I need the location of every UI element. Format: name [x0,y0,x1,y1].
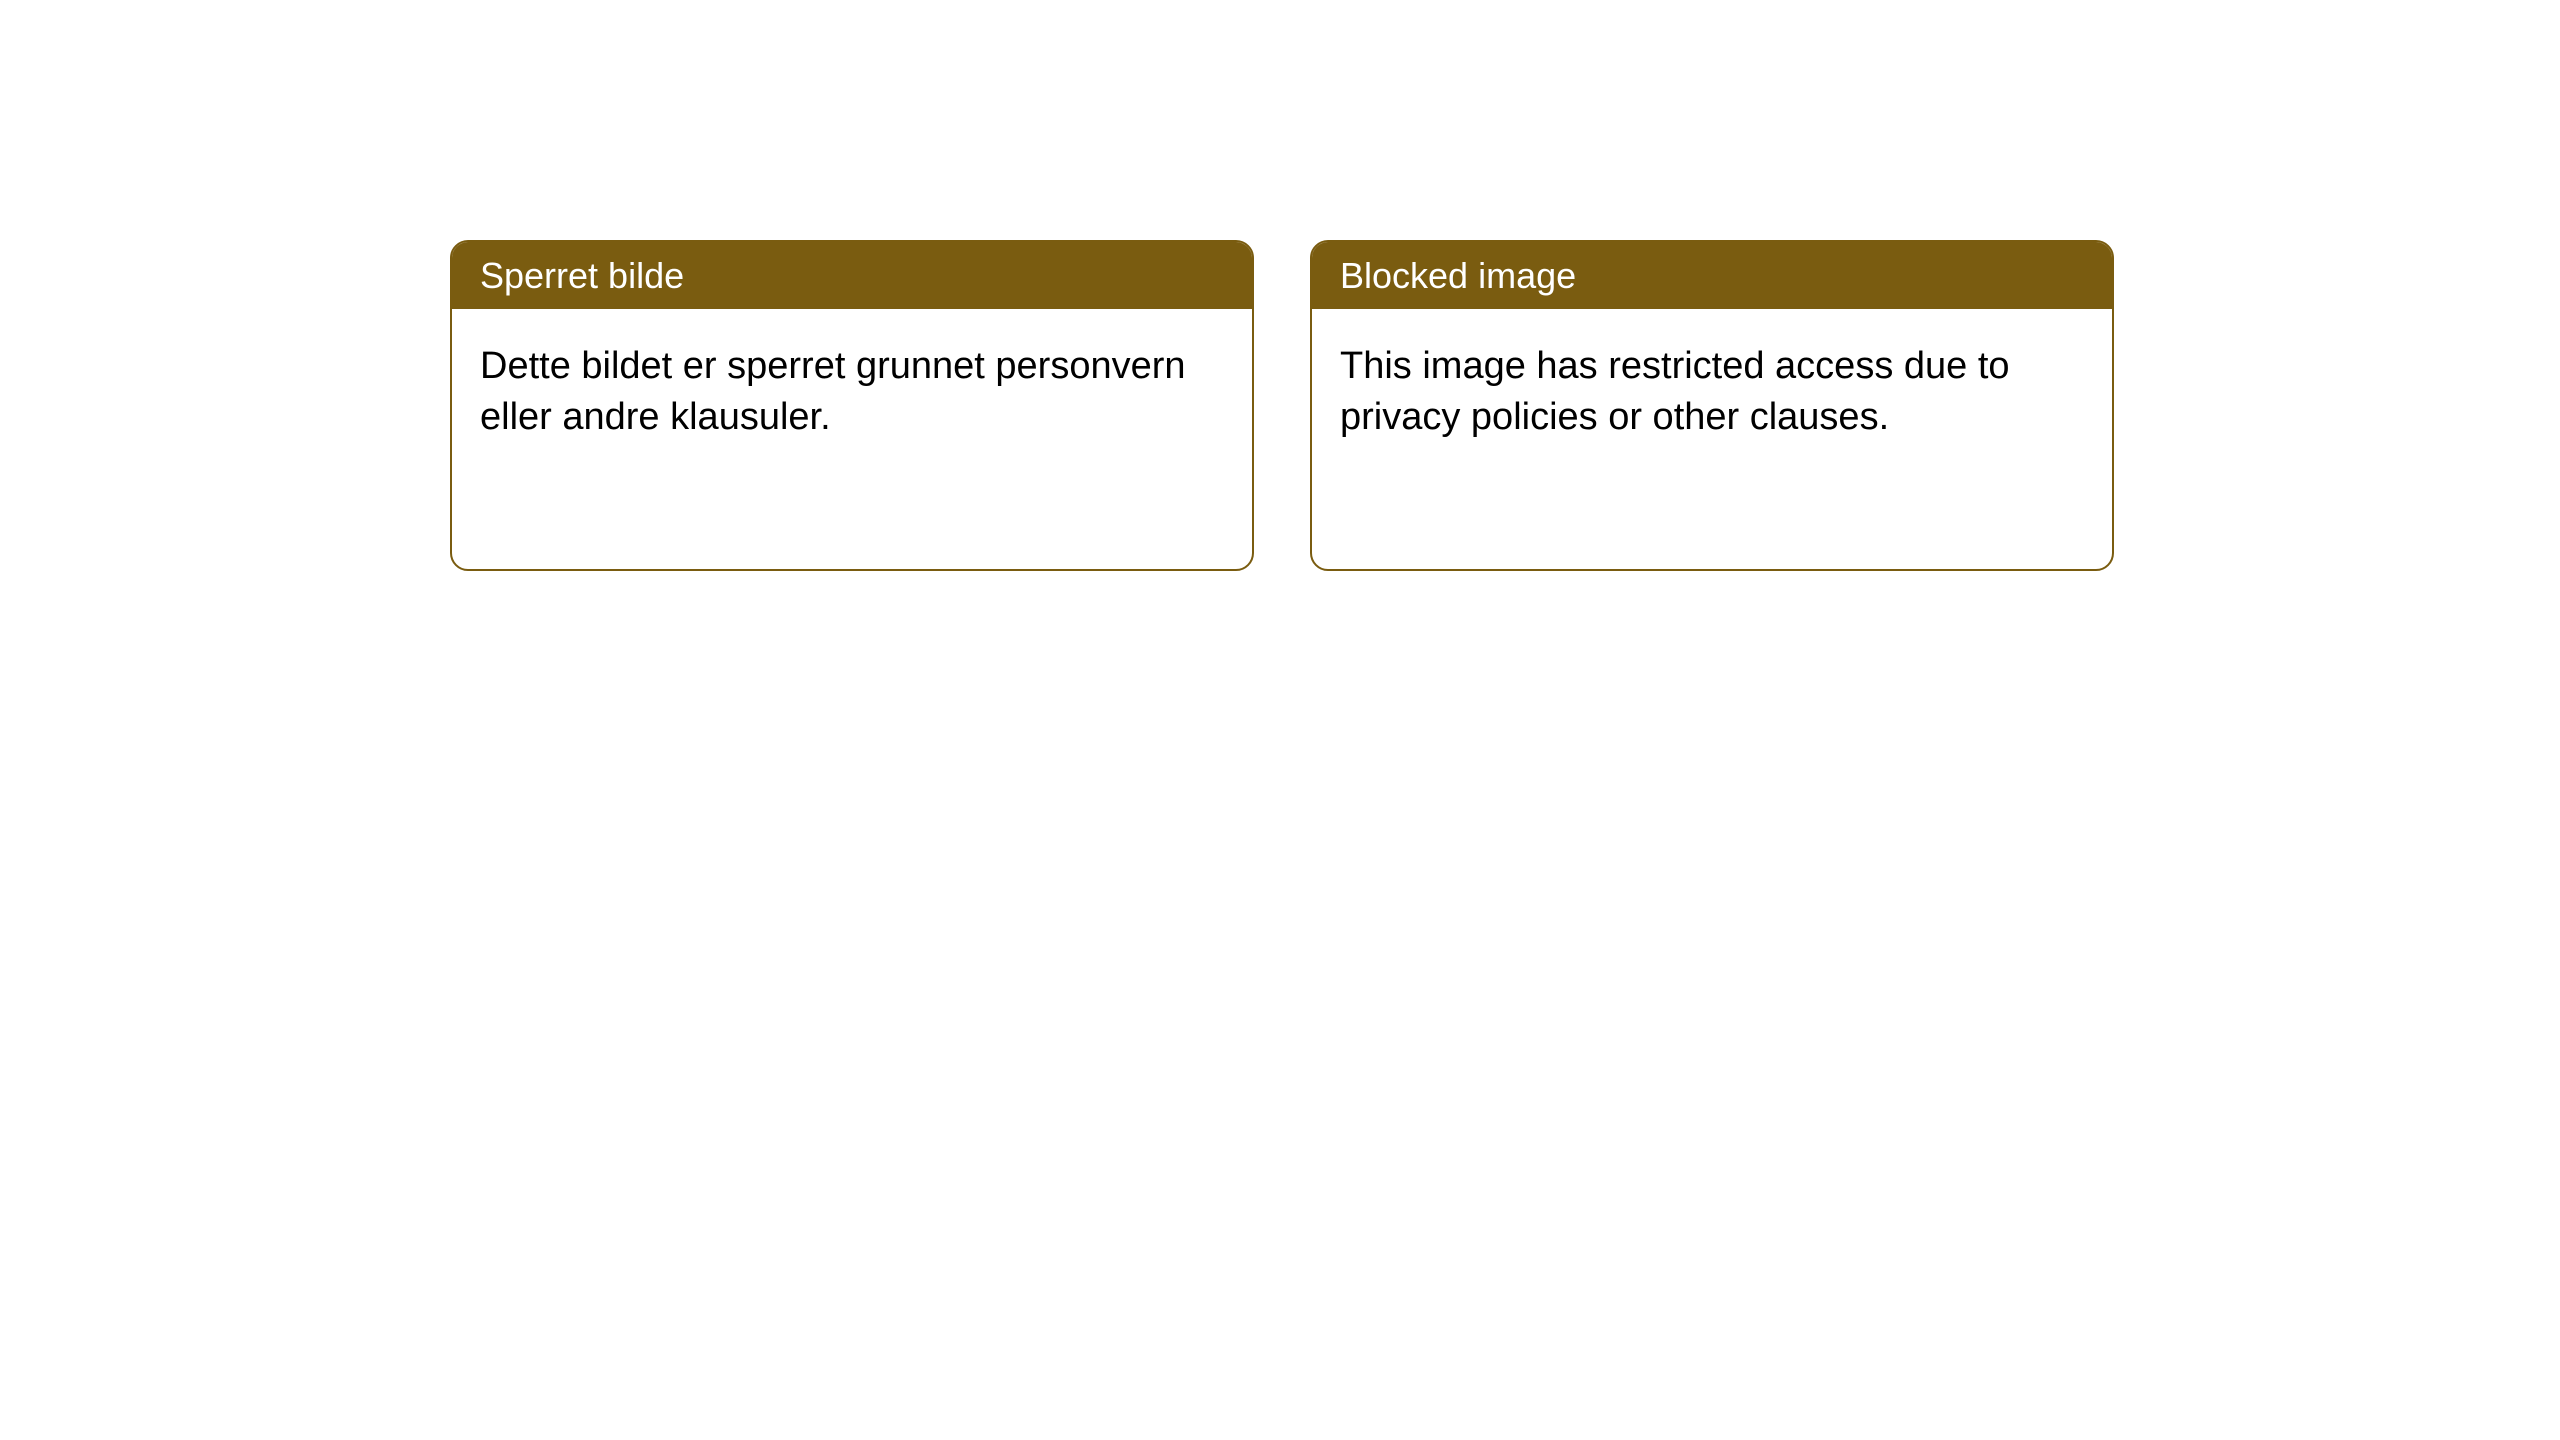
notice-body-text: Dette bildet er sperret grunnet personve… [480,345,1186,438]
notice-title: Sperret bilde [480,255,684,296]
notice-body-text: This image has restricted access due to … [1340,345,2010,438]
notice-cards-container: Sperret bilde Dette bildet er sperret gr… [450,240,2114,571]
notice-title: Blocked image [1340,255,1576,296]
notice-body-english: This image has restricted access due to … [1312,309,2112,569]
notice-header-norwegian: Sperret bilde [452,242,1252,309]
notice-header-english: Blocked image [1312,242,2112,309]
notice-body-norwegian: Dette bildet er sperret grunnet personve… [452,309,1252,569]
notice-card-norwegian: Sperret bilde Dette bildet er sperret gr… [450,240,1254,571]
notice-card-english: Blocked image This image has restricted … [1310,240,2114,571]
